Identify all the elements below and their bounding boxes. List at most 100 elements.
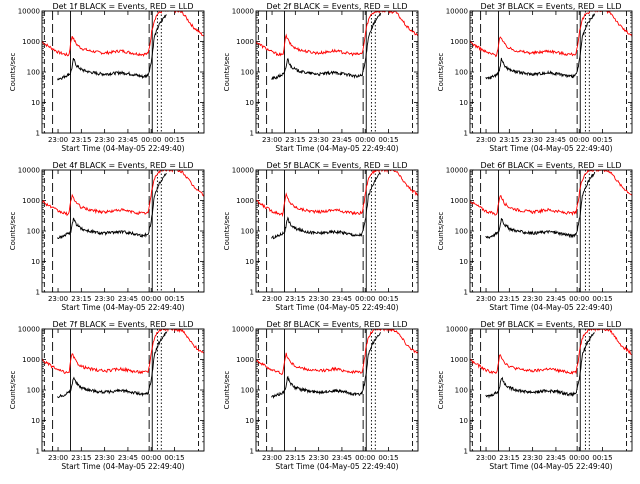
plot-frame: [41, 328, 205, 452]
lld-series-line: [470, 329, 632, 375]
y-tick-label: 10: [245, 258, 254, 266]
x-tick-label: 23:30: [95, 136, 115, 144]
x-tick-label: 23:45: [546, 295, 566, 303]
y-tick-label: 100: [27, 387, 40, 395]
x-tick-label: 23:45: [332, 454, 352, 462]
panel-7: Det 7f BLACK = Events, RED = LLD Counts/s…: [9, 320, 205, 471]
y-axis-label: Counts/sec: [437, 371, 445, 410]
lld-series-line: [256, 11, 418, 57]
y-tick-label: 1: [36, 289, 40, 297]
x-tick-label: 23:45: [118, 295, 138, 303]
y-tick-label: 1: [250, 130, 254, 138]
y-tick-label: 1000: [450, 356, 468, 364]
x-tick-label: 00:00: [355, 136, 375, 144]
panel-3: Det 3f BLACK = Events, RED = LLD Counts/s…: [437, 2, 633, 153]
y-tick-label: 100: [241, 387, 254, 395]
events-series-line: [271, 171, 381, 240]
lld-series-line: [42, 329, 204, 375]
events-series-line: [271, 12, 382, 80]
panel-title: Det 6f BLACK = Events, RED = LLD: [480, 161, 621, 170]
x-tick-label: 23:00: [476, 295, 496, 303]
lld-series-line: [42, 170, 204, 217]
x-tick-label: 23:15: [499, 295, 519, 303]
panel-title: Det 7f BLACK = Events, RED = LLD: [52, 320, 193, 329]
y-tick-label: 1000: [236, 38, 254, 46]
x-tick-label: 00:00: [569, 295, 589, 303]
y-tick-label: 1: [36, 130, 40, 138]
y-tick-label: 1000: [236, 197, 254, 205]
panel-title: Det 3f BLACK = Events, RED = LLD: [480, 2, 621, 11]
panel-title: Det 8f BLACK = Events, RED = LLD: [266, 320, 407, 329]
events-series-line: [485, 171, 596, 240]
y-tick-label: 10000: [18, 167, 40, 175]
panel-4: Det 4f BLACK = Events, RED = LLD Counts/s…: [9, 161, 205, 312]
x-tick-label: 23:30: [309, 136, 329, 144]
y-tick-label: 10000: [232, 167, 254, 175]
y-tick-label: 1000: [450, 197, 468, 205]
x-axis-label: Start Time (04-May-05 22:49:40): [489, 144, 612, 153]
panel-5: Det 5f BLACK = Events, RED = LLD Counts/s…: [223, 161, 419, 312]
x-tick-label: 23:30: [523, 295, 543, 303]
y-tick-label: 1: [250, 448, 254, 456]
x-tick-label: 23:15: [499, 136, 519, 144]
x-tick-label: 00:15: [592, 136, 612, 144]
y-tick-label: 10: [245, 417, 254, 425]
x-tick-label: 00:15: [378, 136, 398, 144]
y-tick-label: 1: [464, 289, 468, 297]
y-tick-label: 10: [245, 99, 254, 107]
y-tick-label: 10000: [18, 8, 40, 16]
x-tick-label: 23:00: [476, 454, 496, 462]
x-tick-label: 23:30: [523, 136, 543, 144]
x-axis-label: Start Time (04-May-05 22:49:40): [275, 462, 398, 471]
x-tick-label: 00:15: [378, 295, 398, 303]
y-tick-label: 10: [459, 417, 468, 425]
y-tick-label: 1: [36, 448, 40, 456]
y-tick-label: 10000: [446, 8, 468, 16]
y-tick-label: 10000: [446, 326, 468, 334]
x-axis-label: Start Time (04-May-05 22:49:40): [61, 303, 184, 312]
y-tick-label: 100: [241, 228, 254, 236]
lld-series-line: [256, 329, 418, 376]
lld-series-line: [470, 170, 632, 216]
events-series-line: [57, 173, 168, 240]
y-tick-label: 1: [464, 448, 468, 456]
panel-9: Det 9f BLACK = Events, RED = LLD Counts/s…: [437, 320, 633, 471]
lld-series-line: [470, 11, 632, 58]
x-tick-label: 23:30: [523, 454, 543, 462]
events-series-line: [57, 331, 168, 399]
y-tick-label: 100: [27, 228, 40, 236]
x-tick-label: 23:15: [71, 136, 91, 144]
y-tick-label: 100: [241, 69, 254, 77]
events-series-line: [485, 13, 596, 80]
events-series-line: [485, 332, 595, 399]
x-tick-label: 00:00: [569, 136, 589, 144]
x-tick-label: 23:00: [262, 136, 282, 144]
events-series-line: [271, 332, 382, 399]
x-tick-label: 23:00: [48, 454, 68, 462]
y-tick-label: 100: [455, 69, 468, 77]
x-tick-label: 23:15: [499, 454, 519, 462]
x-tick-label: 00:15: [592, 454, 612, 462]
y-tick-label: 1000: [450, 38, 468, 46]
y-tick-label: 10: [459, 99, 468, 107]
x-tick-label: 00:00: [355, 295, 375, 303]
y-tick-label: 1: [464, 130, 468, 138]
x-tick-label: 00:00: [355, 454, 375, 462]
x-tick-label: 23:45: [332, 295, 352, 303]
y-axis-label: Counts/sec: [9, 53, 17, 92]
x-tick-label: 23:45: [546, 454, 566, 462]
plot-frame: [469, 169, 633, 293]
lld-series-line: [256, 170, 418, 218]
y-axis-label: Counts/sec: [437, 212, 445, 251]
x-axis-label: Start Time (04-May-05 22:49:40): [275, 303, 398, 312]
plot-frame: [469, 328, 633, 452]
y-axis-label: Counts/sec: [9, 371, 17, 410]
x-tick-label: 23:15: [71, 454, 91, 462]
x-tick-label: 00:00: [141, 136, 161, 144]
x-axis-label: Start Time (04-May-05 22:49:40): [61, 144, 184, 153]
x-tick-label: 00:15: [592, 295, 612, 303]
panel-6: Det 6f BLACK = Events, RED = LLD Counts/s…: [437, 161, 633, 312]
y-axis-label: Counts/sec: [223, 212, 231, 251]
x-tick-label: 23:15: [285, 136, 305, 144]
